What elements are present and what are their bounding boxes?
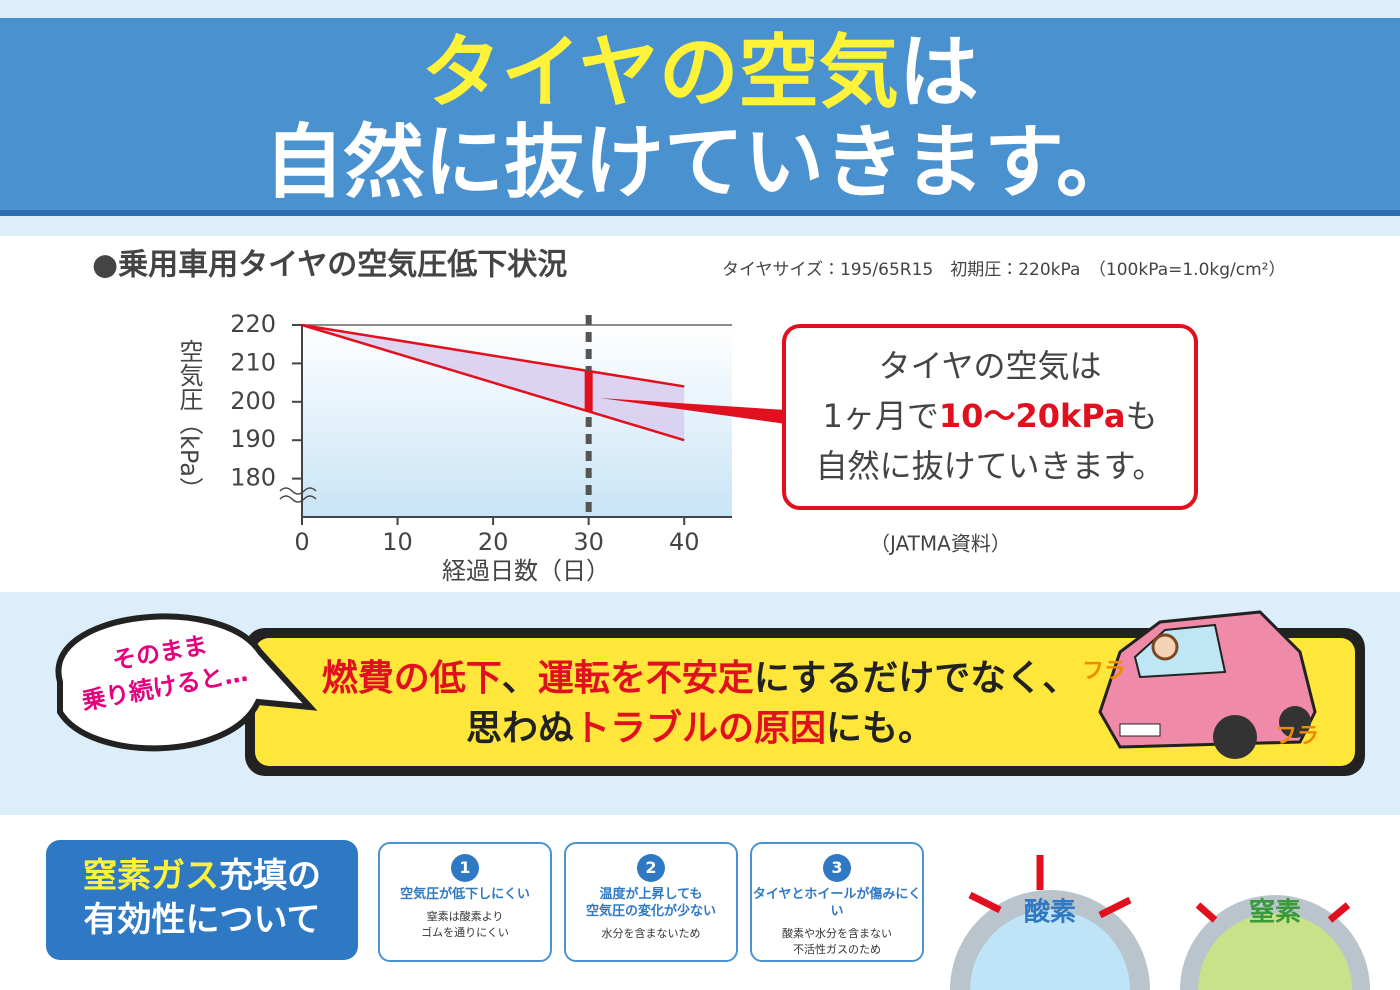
banner-segment: にするだけでなく、	[754, 658, 1078, 699]
card-title: 温度が上昇しても 空気圧の変化が少ない	[585, 887, 716, 919]
sound-effect: フラ	[1082, 659, 1126, 684]
card-desc-line: 窒素は酸素より	[426, 910, 504, 923]
car	[1098, 610, 1317, 759]
sound-effect: フラ	[1275, 724, 1319, 749]
chart-subtitle: タイヤサイズ：195/65R15 初期圧：220kPa （100kPa=1.0k…	[722, 260, 1286, 280]
card-desc: 水分を含まないため	[566, 926, 736, 942]
header-line2: 自然に抜けていきます。	[264, 116, 1136, 209]
y-tick-label: 220	[230, 310, 276, 338]
nitrogen-text: 有効性について	[83, 900, 321, 940]
speech-bubble	[55, 613, 318, 752]
header-line1: タイヤの空気は	[0, 28, 1400, 118]
nitrogen-label: 窒素	[1249, 898, 1301, 928]
card-number: 2	[637, 854, 665, 882]
callout-line1: タイヤの空気は	[878, 347, 1101, 385]
banner-segment: 運転を不安定	[538, 658, 754, 699]
card-desc-line: 水分を含まないため	[601, 927, 701, 940]
y-tick-label: 200	[230, 387, 276, 415]
chart-source: （JATMA資料）	[870, 532, 1011, 556]
x-tick-label: 30	[573, 528, 604, 556]
y-tick-label: 180	[230, 464, 276, 492]
y-axis-label: 空気圧（kPa）	[175, 339, 203, 501]
banner-segment: トラブルの原因	[574, 707, 826, 749]
banner-segment: 思わぬ	[466, 708, 574, 749]
banner: そのまま 乗り続けると… 燃費の低下、運転を不安定にするだけでなく、 思わぬトラ…	[55, 610, 1365, 776]
callout-line3: 自然に抜けていきます。	[816, 447, 1165, 485]
chart: ●乗用車用タイヤの空気圧低下状況 タイヤサイズ：195/65R15 初期圧：22…	[92, 248, 1286, 586]
callout-text: も	[1125, 397, 1157, 435]
nitrogen-highlight: 窒素ガス	[83, 856, 219, 896]
card-number: 1	[451, 854, 479, 882]
y-tick-label: 210	[230, 348, 276, 376]
x-axis-label: 経過日数（日）	[442, 557, 610, 585]
banner-segment: にも。	[826, 708, 934, 749]
nitrogen-title: 窒素ガス充填の 有効性について	[46, 840, 358, 960]
benefit-card: 1 空気圧が低下しにくい 窒素は酸素より ゴムを通りにくい	[378, 842, 552, 962]
nitrogen-text: 充填の	[219, 856, 321, 896]
card-desc: 酸素や水分を含まない 不活性ガスのため	[752, 926, 922, 958]
header-band	[0, 18, 1400, 210]
header-text: は	[898, 26, 979, 119]
card-title: 空気圧が低下しにくい	[400, 887, 530, 902]
card-desc-line: ゴムを通りにくい	[421, 926, 509, 939]
benefit-card: 2 温度が上昇しても 空気圧の変化が少ない水分を含まないため	[564, 842, 738, 962]
y-tick-label: 190	[230, 425, 276, 453]
card-desc-line: 酸素や水分を含まない	[782, 927, 892, 940]
callout-line2: 1ヶ月で10〜20kPaも	[823, 397, 1158, 435]
banner-line1: 燃費の低下、運転を不安定にするだけでなく、	[322, 658, 1078, 699]
x-tick-label: 20	[478, 528, 509, 556]
line	[301, 323, 685, 442]
header-highlight: タイヤの空気	[421, 26, 899, 119]
x-tick-label: 40	[669, 528, 700, 556]
card-desc-line: 不活性ガスのため	[793, 943, 881, 956]
card-number: 3	[823, 854, 851, 882]
x-tick-label: 0	[294, 528, 309, 556]
gas-diagram: 酸素 窒素	[950, 855, 1370, 990]
line	[301, 323, 685, 388]
axis-break	[279, 487, 317, 503]
banner-segment: 、	[502, 658, 538, 699]
banner-segment: 燃費の低下	[322, 658, 502, 699]
banner-line2: 思わぬトラブルの原因にも。	[466, 707, 934, 749]
oxygen-label: 酸素	[1024, 897, 1076, 928]
chart-title: ●乗用車用タイヤの空気圧低下状況	[92, 248, 567, 283]
card-title: タイヤとホイールが傷みにくい	[752, 887, 922, 919]
card-desc: 窒素は酸素より ゴムを通りにくい	[380, 909, 550, 941]
banner-body	[255, 638, 1355, 766]
callout-arrow	[600, 398, 786, 424]
callout-highlight: 10〜20kPa	[939, 397, 1126, 435]
callout-text: 1ヶ月で	[823, 397, 939, 435]
benefit-card: 3 タイヤとホイールが傷みにくい 酸素や水分を含まない 不活性ガスのため	[750, 842, 924, 962]
x-tick-label: 10	[382, 528, 413, 556]
